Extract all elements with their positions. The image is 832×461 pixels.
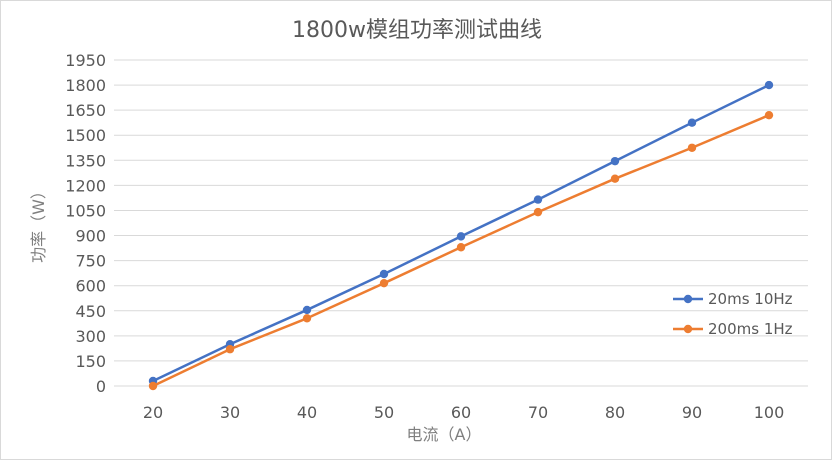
data-point	[456, 232, 466, 241]
data-point	[687, 118, 697, 127]
y-tick-label: 300	[75, 327, 106, 346]
data-point	[302, 305, 312, 315]
y-tick-label: 1650	[65, 101, 106, 120]
data-point	[764, 110, 774, 120]
y-tick-label: 1200	[65, 176, 106, 195]
x-tick-label: 20	[143, 403, 163, 422]
data-point	[533, 195, 543, 204]
y-tick-label: 1950	[65, 51, 106, 70]
y-tick-label: 900	[75, 227, 106, 246]
x-tick-label: 80	[605, 403, 625, 422]
y-tick-label: 1350	[65, 151, 106, 170]
y-tick-label: 750	[75, 252, 106, 271]
x-axis-ticks: 20 30 40 50 60 70 80 90 100	[143, 403, 784, 422]
x-tick-label: 70	[528, 403, 548, 422]
legend-swatch-marker	[683, 294, 693, 304]
y-tick-label: 0	[96, 377, 106, 396]
legend-entry: 200ms 1Hz	[708, 320, 793, 338]
x-tick-label: 40	[297, 403, 317, 422]
y-tick-label: 1050	[65, 201, 106, 220]
y-tick-label: 1800	[65, 76, 106, 95]
x-tick-label: 50	[374, 403, 394, 422]
data-point	[687, 143, 697, 152]
y-tick-label: 450	[75, 302, 106, 321]
x-tick-label: 100	[754, 403, 785, 422]
legend-entry: 20ms 10Hz	[708, 290, 793, 308]
x-axis-label: 电流（A）	[407, 425, 482, 444]
data-point	[379, 269, 389, 279]
x-tick-label: 30	[220, 403, 240, 422]
legend-swatch-marker	[683, 324, 693, 334]
y-tick-label: 1500	[65, 126, 106, 145]
series-group	[148, 80, 774, 391]
data-point	[302, 314, 312, 323]
data-point	[379, 278, 389, 288]
y-tick-label: 150	[75, 352, 106, 371]
y-tick-label: 600	[75, 277, 106, 296]
gridlines	[114, 59, 808, 387]
data-point	[533, 207, 543, 217]
data-point	[456, 243, 466, 252]
y-axis-ticks: 0 150 300 450 600 750 900 1050 1200 1350 1500 1650 1…	[65, 51, 106, 396]
data-point	[225, 345, 235, 354]
data-point	[610, 174, 620, 183]
data-point	[764, 80, 774, 90]
chart-title: 1800w模组功率测试曲线	[292, 18, 542, 43]
data-point	[610, 156, 620, 166]
data-point	[148, 381, 158, 391]
legend: 20ms 10Hz 200ms 1Hz	[673, 290, 793, 338]
x-tick-label: 60	[451, 403, 471, 422]
y-axis-label: 功率（W）	[29, 183, 48, 263]
x-tick-label: 90	[682, 403, 702, 422]
